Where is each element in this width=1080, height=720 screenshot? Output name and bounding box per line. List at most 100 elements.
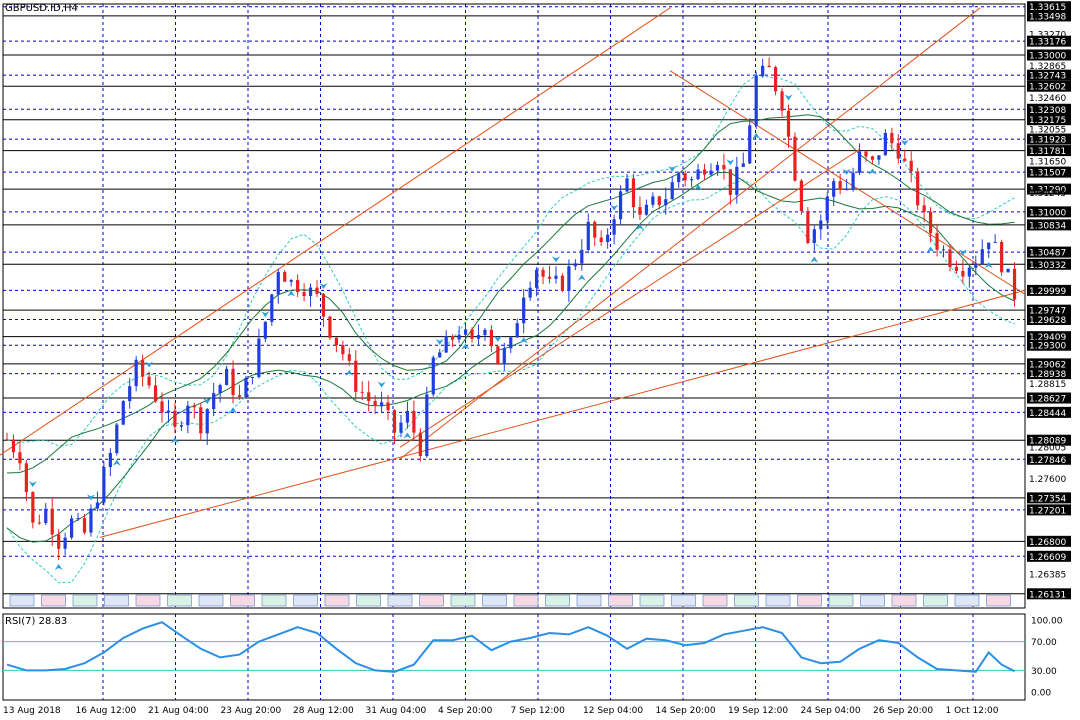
price-label: 1.32308 xyxy=(1029,106,1066,116)
session-box xyxy=(293,594,318,607)
session-box xyxy=(230,594,255,607)
fractal-arrow-down xyxy=(810,256,819,263)
price-label: 1.30834 xyxy=(1029,221,1066,231)
x-tick-label: 12 Sep 04:00 xyxy=(583,706,643,716)
candle-body xyxy=(502,348,506,365)
candle-body xyxy=(334,337,338,346)
candle-body xyxy=(1000,241,1004,273)
price-label: 1.33270 xyxy=(1029,30,1066,40)
price-label: 1.28089 xyxy=(1029,437,1066,447)
session-box xyxy=(450,594,476,607)
fractal-arrow-down xyxy=(54,564,63,571)
candle-body xyxy=(845,189,849,191)
candle-body xyxy=(541,269,545,277)
fractal-arrow-down xyxy=(229,407,238,414)
price-label: 1.31245 xyxy=(1029,189,1066,199)
x-tick-label: 24 Sep 04:00 xyxy=(801,706,861,716)
session-box xyxy=(608,594,633,607)
fractal-arrow-up xyxy=(668,165,677,172)
session-box xyxy=(639,594,665,607)
candle-body xyxy=(941,249,946,251)
candle-body xyxy=(580,249,584,264)
candle-body xyxy=(586,221,590,250)
x-tick-label: 7 Sep 12:00 xyxy=(511,706,566,716)
candle-body xyxy=(851,172,855,190)
price-label: 1.29628 xyxy=(1029,316,1066,326)
price-label: 1.29409 xyxy=(1029,333,1066,343)
candle-body xyxy=(528,287,532,298)
rsi-level-label: 30.00 xyxy=(1031,667,1057,677)
candle-body xyxy=(392,410,397,433)
candle-body xyxy=(328,316,332,338)
fractal-arrow-up xyxy=(319,282,328,289)
candle-body xyxy=(922,205,926,212)
fractal-arrow-up xyxy=(493,335,502,342)
price-label-box xyxy=(1027,368,1071,380)
session-box xyxy=(923,594,948,607)
candle-body xyxy=(418,432,422,456)
candle-body xyxy=(793,136,797,181)
candle-body xyxy=(347,354,351,361)
price-label: 1.31290 xyxy=(1029,186,1066,196)
candle-body xyxy=(108,453,112,468)
price-label: 1.32743 xyxy=(1029,72,1066,82)
candle-body xyxy=(37,522,41,524)
candle-body xyxy=(696,169,700,180)
candle-body xyxy=(354,360,358,392)
candle-body xyxy=(722,165,726,170)
fractal-arrow-down xyxy=(926,246,935,253)
candle-body xyxy=(980,249,984,265)
candle-body xyxy=(690,179,694,181)
price-label-box xyxy=(1027,588,1071,600)
price-label-box xyxy=(1027,183,1071,195)
price-label-box xyxy=(1027,206,1071,218)
candle-body xyxy=(153,385,158,402)
fractal-arrow-down xyxy=(984,261,993,268)
candle-body xyxy=(244,377,248,397)
candle-body xyxy=(631,178,636,208)
fractal-arrow-down xyxy=(868,168,877,175)
price-label-box xyxy=(1027,10,1071,22)
price-label: 1.26609 xyxy=(1029,553,1066,563)
candle-body xyxy=(573,263,577,267)
candle-body xyxy=(95,502,100,509)
price-label: 1.26385 xyxy=(1029,570,1066,580)
price-label: 1.27600 xyxy=(1029,475,1066,485)
candle-body xyxy=(31,492,35,523)
session-box xyxy=(135,594,161,607)
candle-body xyxy=(896,143,900,159)
candle-body xyxy=(405,410,410,423)
fractal-arrow-down xyxy=(170,437,179,444)
price-label-box xyxy=(1027,358,1071,370)
candle-body xyxy=(76,518,80,520)
candle-body xyxy=(179,425,183,427)
price-label: 1.32175 xyxy=(1029,116,1066,126)
fractal-arrow-down xyxy=(112,459,121,466)
candle-body xyxy=(192,405,196,408)
price-label: 1.32602 xyxy=(1029,83,1066,93)
candle-body xyxy=(457,334,461,340)
candle-body xyxy=(870,156,875,160)
price-label: 1.31000 xyxy=(1029,208,1066,218)
candle-body xyxy=(237,395,242,397)
candle-body xyxy=(257,338,261,377)
candle-body xyxy=(463,329,468,335)
x-tick-label: 31 Aug 04:00 xyxy=(366,706,427,716)
fractal-arrow-up xyxy=(261,311,270,318)
candle-body xyxy=(825,196,829,221)
candle-body xyxy=(438,352,442,358)
candle-body xyxy=(470,329,474,339)
rsi-panel-frame xyxy=(2,613,1026,701)
candle-body xyxy=(483,329,487,336)
rsi-title: RSI(7) 28.83 xyxy=(5,616,68,627)
x-tick-label: 13 Aug 2018 xyxy=(3,706,61,716)
candle-body xyxy=(806,211,810,243)
fractal-arrow-up xyxy=(726,159,735,166)
candle-body xyxy=(644,204,649,215)
candle-body xyxy=(728,169,732,195)
fractal-arrow-down xyxy=(752,132,761,139)
price-label: 1.26131 xyxy=(1029,590,1066,600)
fractal-arrow-down xyxy=(577,274,586,281)
bands-outer-upper xyxy=(6,74,1015,447)
